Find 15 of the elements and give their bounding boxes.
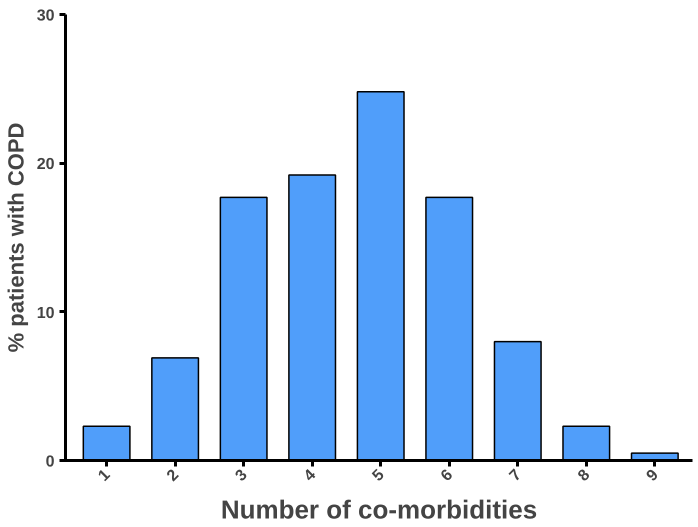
x-tick-label: 2 — [164, 466, 182, 485]
y-tick-label: 0 — [46, 454, 55, 470]
x-tick-label: 3 — [232, 466, 251, 485]
x-tick-label: 8 — [575, 466, 594, 485]
y-axis-title: % patients with COPD — [4, 122, 29, 352]
x-tick-label: 5 — [369, 466, 388, 485]
x-tick-label: 7 — [506, 466, 525, 485]
x-tick-label: 6 — [438, 466, 456, 485]
x-tick-label: 4 — [300, 466, 320, 485]
x-tick-label: 1 — [95, 466, 114, 485]
y-tick-label: 20 — [36, 156, 55, 174]
x-axis-title: Number of co-morbidities — [220, 494, 538, 524]
x-tick-label: 9 — [644, 466, 662, 485]
y-tick-label: 10 — [36, 304, 55, 322]
y-tick-label: 30 — [36, 8, 55, 24]
